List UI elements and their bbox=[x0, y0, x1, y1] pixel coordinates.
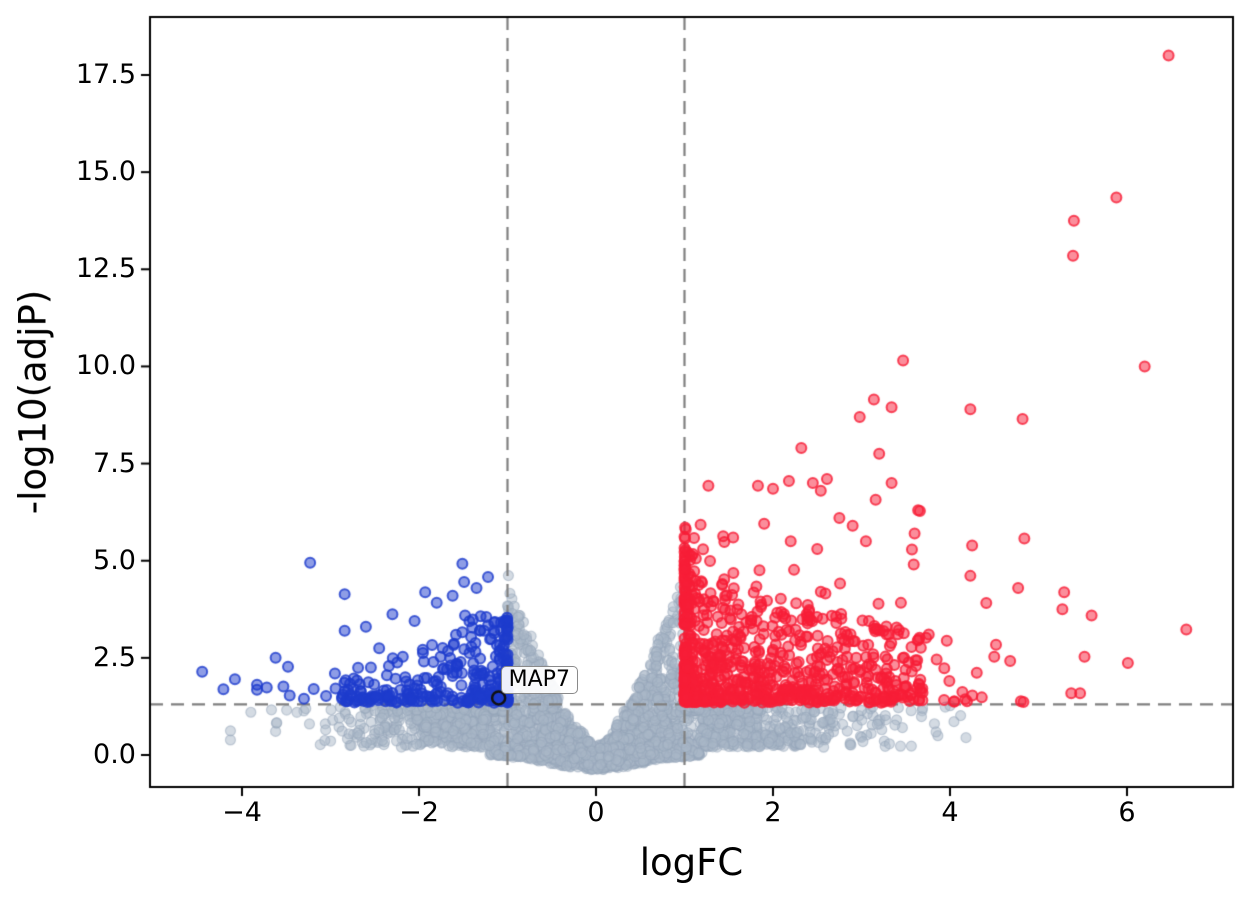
y-tick-label-5: 5.0 bbox=[93, 544, 136, 576]
y-tick-label-10: 10.0 bbox=[75, 350, 136, 382]
x-tick-label--2: −2 bbox=[399, 797, 439, 828]
x-tick-label--4: −4 bbox=[222, 797, 262, 828]
x-tick-label-6: 6 bbox=[1118, 797, 1136, 828]
y-axis-label: -log10(adjP) bbox=[11, 289, 55, 515]
x-tick-label-2: 2 bbox=[764, 797, 782, 828]
y-tick-label-7.5: 7.5 bbox=[93, 447, 136, 479]
y-tick-label-0: 0.0 bbox=[93, 739, 136, 770]
x-axis-label: logFC bbox=[639, 841, 744, 884]
x-tick-label-0: 0 bbox=[587, 797, 605, 828]
y-tick-label-12.5: 12.5 bbox=[75, 253, 136, 285]
y-tick-label-2.5: 2.5 bbox=[93, 641, 136, 673]
y-tick-label-17.5: 17.5 bbox=[75, 59, 136, 90]
y-tick-label-15: 15.0 bbox=[75, 156, 136, 188]
x-tick-label-4: 4 bbox=[941, 797, 959, 828]
gene-annotation-label: MAP7 bbox=[508, 666, 570, 692]
gene-annotation-map7: MAP7 bbox=[500, 665, 578, 694]
